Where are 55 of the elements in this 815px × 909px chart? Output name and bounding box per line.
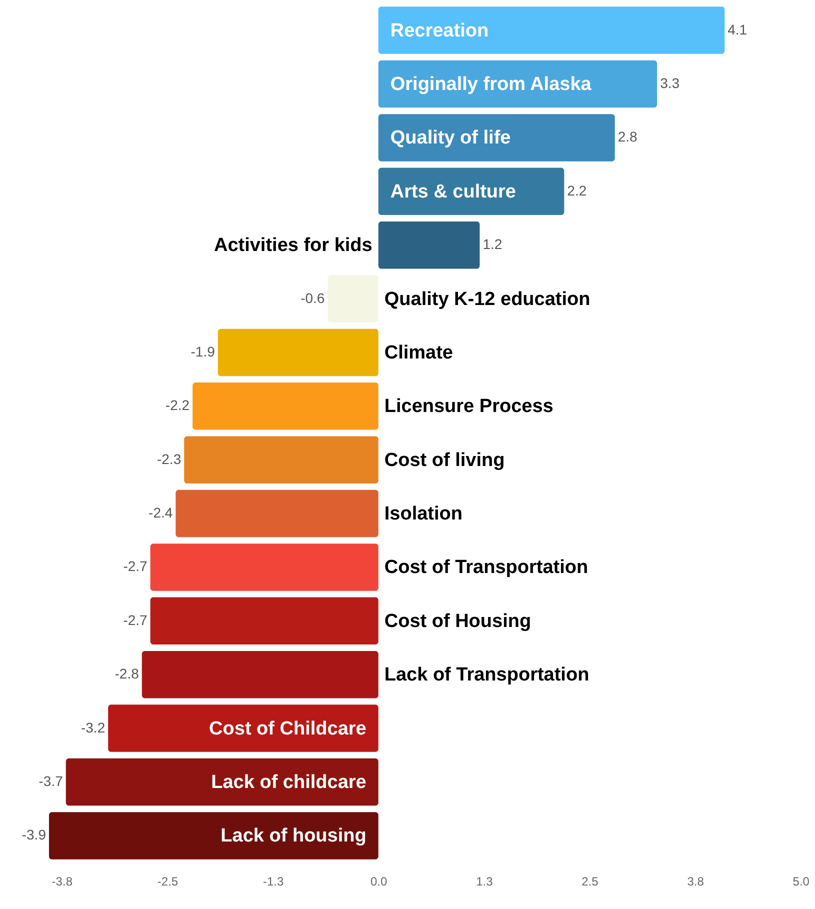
x-tick-label: -1.3: [262, 874, 284, 888]
data-label: -2.2: [165, 397, 190, 414]
y-tick-label: Originally from Alaska: [390, 74, 592, 95]
bar: [184, 436, 378, 484]
y-tick-label: Cost of living: [384, 450, 505, 471]
data-label: 1.2: [482, 236, 502, 252]
x-tick-label: 1.3: [476, 874, 494, 888]
bar: [142, 650, 378, 698]
bar: [378, 168, 564, 216]
x-tick-label: 3.8: [687, 874, 704, 888]
data-label: -2.7: [123, 612, 148, 628]
data-label: -2.3: [156, 450, 182, 467]
y-tick-label: Lack of childcare: [211, 772, 366, 793]
bar: [150, 597, 378, 645]
y-tick-label: Recreation: [390, 20, 489, 42]
data-label: 3.3: [660, 75, 680, 91]
data-label: 4.1: [728, 21, 748, 38]
bar: [150, 544, 378, 591]
data-label: -2.8: [114, 666, 140, 682]
y-tick-label: Isolation: [384, 504, 462, 525]
bar: [378, 6, 725, 54]
data-label: -2.7: [123, 558, 148, 574]
y-tick-label: Quality K-12 education: [384, 288, 590, 310]
x-tick-label: -2.5: [157, 874, 178, 888]
y-tick-label: Cost of Childcare: [209, 718, 366, 740]
y-tick-label: Cost of Transportation: [384, 557, 588, 578]
data-label: -3.2: [80, 719, 106, 736]
bar: [48, 812, 378, 860]
x-tick-label: 2.5: [582, 874, 599, 888]
y-tick-label: Lack of Transportation: [384, 664, 590, 686]
data-label: -0.6: [300, 290, 325, 306]
bar: [218, 328, 378, 376]
y-tick-label: Arts & culture: [390, 181, 516, 202]
y-tick-label: Quality of life: [390, 128, 511, 149]
bar: [66, 758, 378, 806]
y-tick-label: Climate: [384, 342, 454, 364]
data-label: -3.9: [22, 826, 46, 843]
bar: [176, 490, 378, 538]
data-label: -1.9: [190, 343, 216, 360]
x-tick-label: -3.8: [52, 874, 73, 888]
y-tick-label: Cost of Housing: [384, 610, 532, 632]
x-tick-label: 5.0: [792, 874, 810, 888]
y-tick-label: Licensure Process: [384, 396, 554, 418]
data-label: 2.2: [567, 182, 587, 198]
bar: [378, 221, 480, 269]
x-tick-label: 0.0: [370, 874, 388, 888]
data-label: -3.7: [38, 773, 64, 789]
y-tick-label: Activities for kids: [214, 235, 372, 256]
data-label: 2.8: [618, 128, 638, 145]
data-label: -2.4: [148, 504, 173, 521]
bar: [108, 704, 378, 752]
bar: [378, 114, 615, 162]
y-tick-label: Lack of housing: [220, 826, 366, 847]
bar: [192, 382, 378, 430]
bar: [328, 275, 378, 322]
